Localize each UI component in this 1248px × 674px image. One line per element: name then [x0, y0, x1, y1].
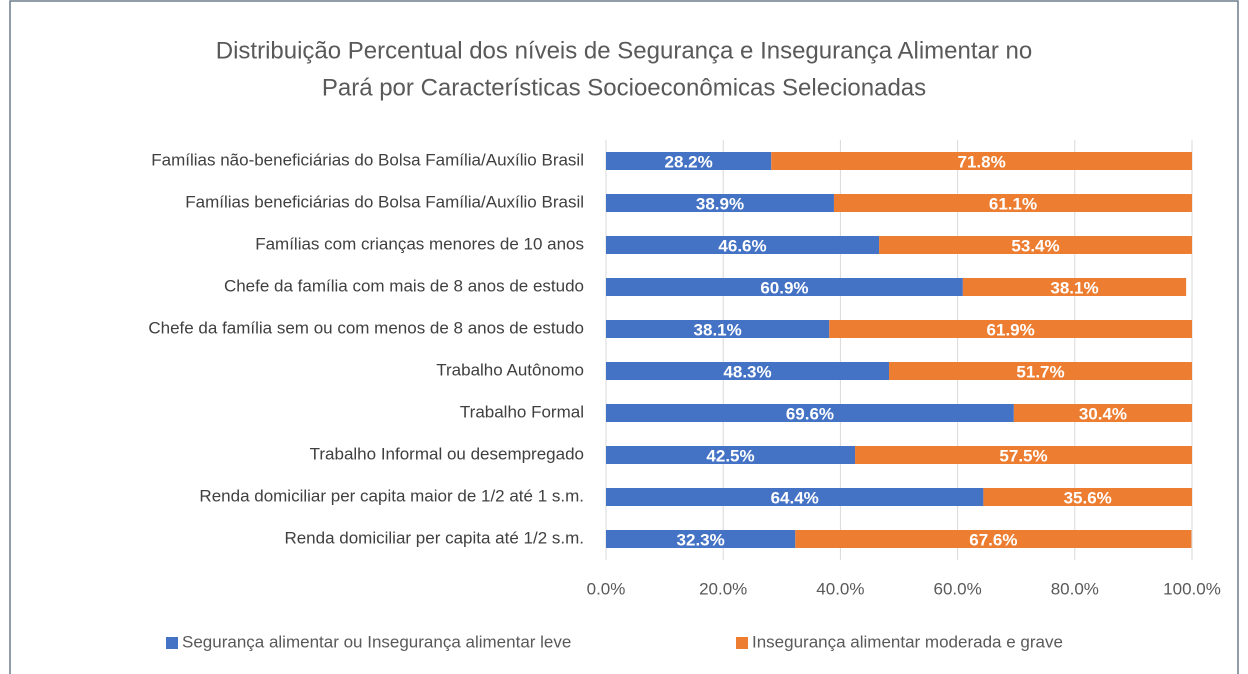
data-label: 48.3%: [723, 362, 771, 381]
x-tick-label: 40.0%: [816, 579, 864, 598]
data-label: 42.5%: [706, 446, 754, 465]
bar-segment: [1013, 404, 1192, 422]
bar-segment: [606, 530, 796, 548]
y-tick-label: Chefe da família com mais de 8 anos de e…: [224, 276, 584, 295]
y-tick-label: Famílias beneficiárias do Bolsa Família/…: [185, 192, 584, 211]
y-tick-label: Trabalho Informal ou desempregado: [310, 444, 584, 463]
data-label: 38.9%: [696, 194, 744, 213]
x-tick-label: 0.0%: [587, 579, 626, 598]
legend-swatch: [736, 637, 748, 649]
data-label: 32.3%: [677, 530, 725, 549]
chart-title: Pará por Características Socioeconômicas…: [322, 74, 926, 101]
bar-segment: [879, 236, 1192, 254]
data-label: 46.6%: [718, 236, 766, 255]
y-tick-label: Famílias com crianças menores de 10 anos: [255, 234, 584, 253]
y-tick-label: Chefe da família sem ou com menos de 8 a…: [148, 318, 584, 337]
bar-segment: [606, 194, 834, 212]
y-tick-label: Famílias não-beneficiárias do Bolsa Famí…: [151, 150, 584, 169]
data-label: 30.4%: [1079, 404, 1127, 423]
chart-border: [9, 0, 1239, 674]
legend-label: Insegurança alimentar moderada e grave: [752, 632, 1063, 651]
data-label: 60.9%: [760, 278, 808, 297]
data-label: 38.1%: [694, 320, 742, 339]
bar-segment: [606, 152, 772, 170]
bar-segment: [889, 362, 1192, 380]
bar-segment: [606, 362, 890, 380]
data-label: 61.1%: [989, 194, 1037, 213]
bar-segment: [829, 320, 1192, 338]
legend-swatch: [166, 637, 178, 649]
bar-segment: [606, 236, 880, 254]
x-tick-label: 100.0%: [1163, 579, 1221, 598]
x-tick-label: 60.0%: [933, 579, 981, 598]
data-label: 71.8%: [958, 152, 1006, 171]
data-label: 28.2%: [665, 152, 713, 171]
bar-segment: [855, 446, 1192, 464]
data-label: 51.7%: [1016, 362, 1064, 381]
bar-segment: [606, 488, 984, 506]
data-label: 57.5%: [999, 446, 1047, 465]
bar-segment: [606, 320, 830, 338]
data-label: 69.6%: [786, 404, 834, 423]
chart-title: Distribuição Percentual dos níveis de Se…: [216, 37, 1032, 64]
data-label: 64.4%: [771, 488, 819, 507]
bar-segment: [983, 488, 1192, 506]
data-label: 67.6%: [969, 530, 1017, 549]
x-tick-label: 80.0%: [1051, 579, 1099, 598]
bar-segment: [962, 278, 1187, 296]
bar-segment: [795, 530, 1192, 548]
bar-segment: [771, 152, 1192, 170]
bar-segment: [606, 278, 963, 296]
y-tick-label: Trabalho Formal: [460, 402, 584, 421]
data-label: 35.6%: [1064, 488, 1112, 507]
legend-label: Segurança alimentar ou Insegurança alime…: [182, 632, 571, 651]
y-tick-label: Trabalho Autônomo: [436, 360, 584, 379]
bar-segment: [606, 446, 856, 464]
y-tick-label: Renda domiciliar per capita maior de 1/2…: [199, 486, 584, 505]
bar-segment: [606, 404, 1014, 422]
x-tick-label: 20.0%: [699, 579, 747, 598]
bar-segment: [833, 194, 1192, 212]
data-label: 38.1%: [1050, 278, 1098, 297]
y-tick-label: Renda domiciliar per capita até 1/2 s.m.: [284, 528, 584, 547]
data-label: 53.4%: [1011, 236, 1059, 255]
data-label: 61.9%: [987, 320, 1035, 339]
